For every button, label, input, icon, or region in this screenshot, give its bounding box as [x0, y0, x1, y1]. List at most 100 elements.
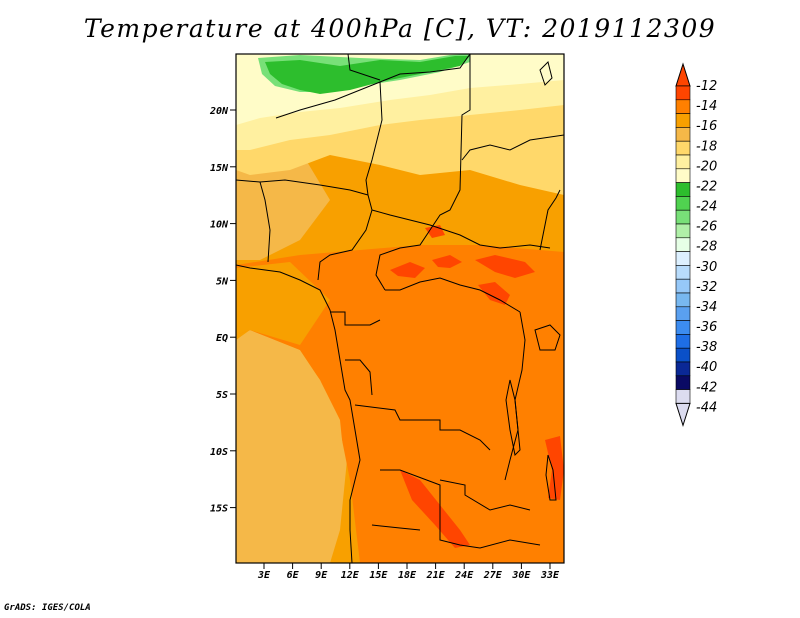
field-west-band [236, 150, 330, 260]
colorbar-label: -12 [696, 79, 717, 94]
border-2 [347, 54, 381, 81]
colorbar-segment [675, 196, 691, 211]
colorbar-label: -30 [696, 260, 717, 275]
colorbar-segment [675, 223, 691, 239]
lake-tanganyika [505, 379, 521, 457]
field-green-dark [265, 56, 470, 94]
colorbar-segment [675, 306, 691, 321]
colorbar-label: -26 [696, 220, 717, 235]
lat-tick-label: 5S [216, 390, 228, 401]
border-16 [371, 524, 421, 531]
border-7 [371, 209, 551, 249]
lat-tick-label: 10N [210, 220, 229, 231]
border-5 [236, 179, 369, 196]
border-17 [539, 189, 561, 251]
border-8 [375, 229, 431, 291]
border-18 [461, 134, 564, 161]
lat-tick-label: 5N [216, 276, 229, 287]
colorbar-label: -32 [696, 280, 717, 295]
border-3 [429, 54, 471, 231]
colorbar-segment [675, 113, 691, 128]
colorbar-label: -18 [696, 139, 717, 154]
colorbar-segment [675, 127, 691, 142]
colorbar-segment [675, 154, 691, 170]
lon-tick-label: 27E [483, 570, 503, 581]
border-1 [275, 54, 471, 119]
lat-tick-label: EQ [216, 333, 228, 344]
lat-tick-label: 20N [209, 106, 229, 117]
border-10 [330, 311, 381, 326]
lat-tick-label: 15N [210, 163, 229, 174]
colorbar-segment [675, 209, 691, 225]
colorbar-segment [675, 334, 691, 349]
lon-tick-label: 6E [287, 570, 300, 581]
lon-tick-label: 21E [426, 570, 446, 581]
field-hot-2 [432, 255, 462, 268]
colorbar-segment [675, 168, 691, 183]
colorbar-segment [675, 99, 691, 114]
colorbar-segment [675, 140, 691, 156]
colorbar-segment [675, 182, 691, 197]
colorbar-segment [675, 320, 691, 335]
field-hot-6 [545, 436, 564, 500]
colorbar-segment [675, 265, 691, 280]
lon-tick-label: 9E [315, 570, 328, 581]
colorbar-segment [675, 278, 691, 294]
lon-tick-label: 18E [398, 570, 417, 581]
colorbar-label: -16 [696, 119, 717, 134]
lon-tick-label: 33E [540, 570, 560, 581]
colorbar-segment [675, 251, 691, 266]
lon-tick-label: 24E [454, 570, 474, 581]
lake-malawi [545, 454, 557, 501]
colorbar-segment [675, 375, 691, 390]
coastline [236, 264, 361, 563]
colorbar-segment [675, 347, 691, 363]
border-12 [354, 404, 491, 451]
colorbar-label: -38 [696, 340, 717, 355]
colorbar-label: -36 [696, 320, 717, 335]
colorbar-label: -42 [696, 380, 717, 395]
lon-tick-label: 30E [511, 570, 531, 581]
lat-tick-label: 10S [210, 447, 228, 458]
border-11 [345, 359, 373, 396]
lon-tick-label: 15E [369, 570, 388, 581]
colorbar-segment [675, 85, 691, 101]
lon-tick-label: 3E [257, 570, 271, 581]
colorbar-label: -34 [696, 300, 717, 315]
lake-victoria [534, 324, 561, 351]
colorbar-bottom-arrow [675, 402, 691, 428]
colorbar-label: -22 [696, 179, 717, 194]
colorbar-label: -20 [696, 159, 717, 174]
grads-credit: GrADS: IGES/COLA [4, 603, 91, 613]
colorbar: -12 -14 -16 -18 -20 -22 -24 -26 -28 -30 -32 -34 -36 -… [675, 62, 717, 428]
lon-tick-label: 12E [341, 570, 360, 581]
colorbar-label: -14 [696, 99, 717, 114]
border-15 [380, 469, 541, 549]
field-hot-1 [390, 262, 425, 278]
border-6 [259, 181, 271, 263]
colorbar-segment [675, 237, 691, 252]
border-9 [385, 277, 521, 313]
longitude-axis: 3E 6E 9E 12E 15E 18E 21E 24E 27E 30E 33E [257, 563, 560, 581]
borders [236, 54, 564, 563]
field-warm-1c [236, 335, 345, 563]
temperature-field [236, 54, 564, 563]
colorbar-label: -24 [696, 200, 717, 215]
field-hot-5 [400, 470, 470, 548]
colorbar-label: -40 [696, 360, 717, 375]
map-title: Temperature at 400hPa [C], VT: 201911230… [83, 14, 717, 43]
colorbar-segment [675, 292, 691, 308]
colorbar-segment [675, 389, 691, 404]
field-hot-4 [478, 282, 510, 305]
colorbar-label: -28 [696, 240, 717, 255]
field-warm-1 [236, 245, 564, 563]
red-sea [539, 61, 553, 86]
field-hot-3 [475, 255, 535, 278]
colorbar-top-arrow [675, 62, 691, 87]
colorbar-segment [675, 361, 691, 377]
border-14 [439, 479, 531, 511]
colorbar-label: -44 [696, 400, 717, 415]
lat-tick-label: 15S [210, 504, 228, 515]
latitude-axis: 20N 15N 10N 5N EQ 5S 10S 15S [209, 106, 236, 515]
